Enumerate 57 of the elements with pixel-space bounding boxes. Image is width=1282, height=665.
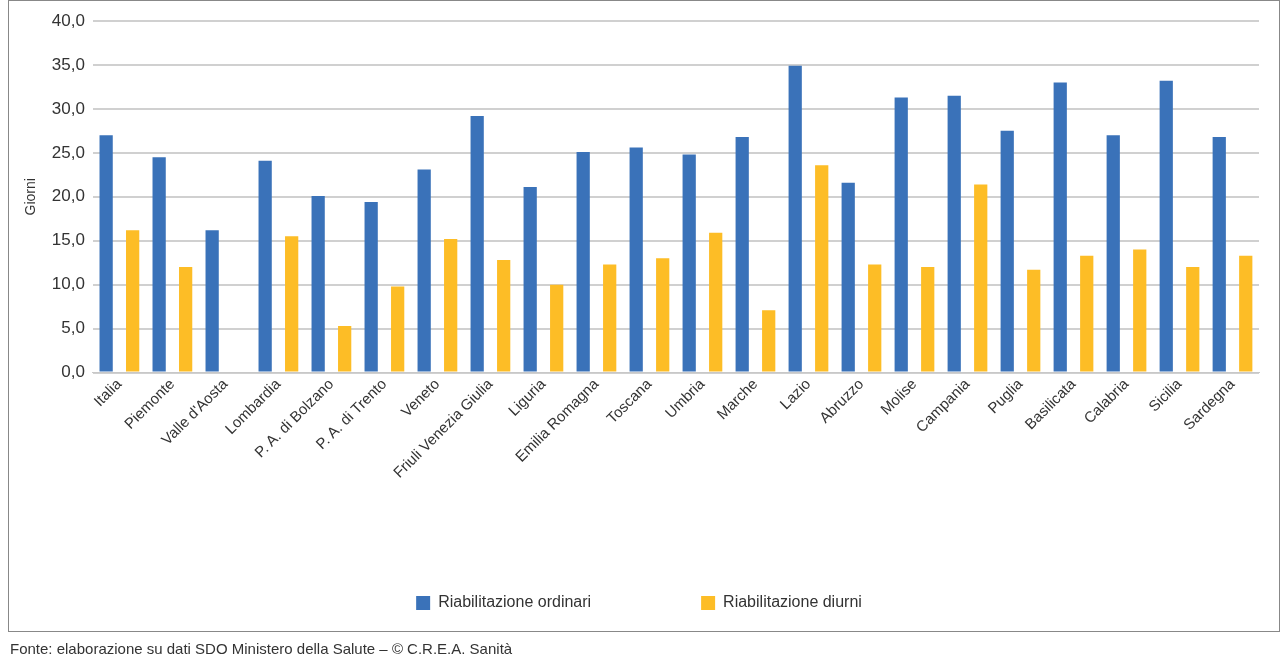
bar: [1000, 130, 1014, 372]
bar: [629, 147, 643, 372]
bar: [868, 264, 882, 372]
bar: [470, 115, 484, 372]
bar: [338, 325, 352, 372]
bar: [1212, 137, 1226, 372]
bar: [1080, 255, 1094, 372]
bar: [656, 258, 670, 372]
bar: [921, 267, 935, 372]
bar: [152, 157, 166, 372]
bar: [1106, 135, 1120, 372]
bar: [1027, 269, 1041, 372]
source-note: Fonte: elaborazione su dati SDO Ministero della Salute – © C.R.E.A. Sanità: [10, 640, 513, 657]
bar: [550, 284, 564, 372]
bar: [417, 169, 431, 372]
legend-label: Riabilitazione ordinari: [438, 593, 592, 611]
bar: [709, 232, 723, 372]
bar: [364, 202, 378, 372]
bar: [1159, 80, 1173, 372]
bar: [735, 137, 749, 372]
bar: [126, 230, 140, 372]
bar: [603, 264, 617, 372]
bar: [444, 238, 458, 372]
bar: [788, 65, 802, 372]
y-tick-label: 30,0: [51, 98, 85, 118]
bar: [391, 286, 405, 372]
bar: [311, 195, 325, 372]
bar: [1186, 267, 1200, 372]
bar: [576, 151, 590, 372]
bar: [523, 187, 537, 372]
y-tick-label: 10,0: [51, 274, 85, 294]
bar: [99, 135, 113, 372]
bar: [258, 160, 272, 372]
bar: [205, 230, 219, 372]
y-tick-label: 20,0: [51, 186, 85, 206]
bar: [841, 182, 855, 372]
y-axis-title: Giorni: [22, 178, 39, 216]
bar: [1239, 255, 1253, 372]
y-tick-label: 40,0: [51, 10, 85, 30]
y-tick-label: 15,0: [51, 230, 85, 250]
y-tick-label: 35,0: [51, 54, 85, 74]
bar: [974, 184, 988, 372]
bar: [285, 236, 299, 372]
bar: [815, 165, 829, 372]
bar: [1053, 82, 1067, 372]
x-tick-label: Italia: [90, 374, 125, 410]
y-tick-label: 5,0: [61, 318, 85, 338]
y-tick-label: 25,0: [51, 142, 85, 162]
bar: [179, 267, 193, 372]
bar: [682, 154, 696, 372]
bar: [497, 260, 511, 372]
bar: [894, 97, 908, 372]
legend-label: Riabilitazione diurni: [723, 593, 862, 611]
bar: [1133, 249, 1147, 372]
bar: [947, 95, 961, 372]
y-tick-label: 0,0: [61, 362, 85, 382]
bar: [762, 310, 776, 372]
